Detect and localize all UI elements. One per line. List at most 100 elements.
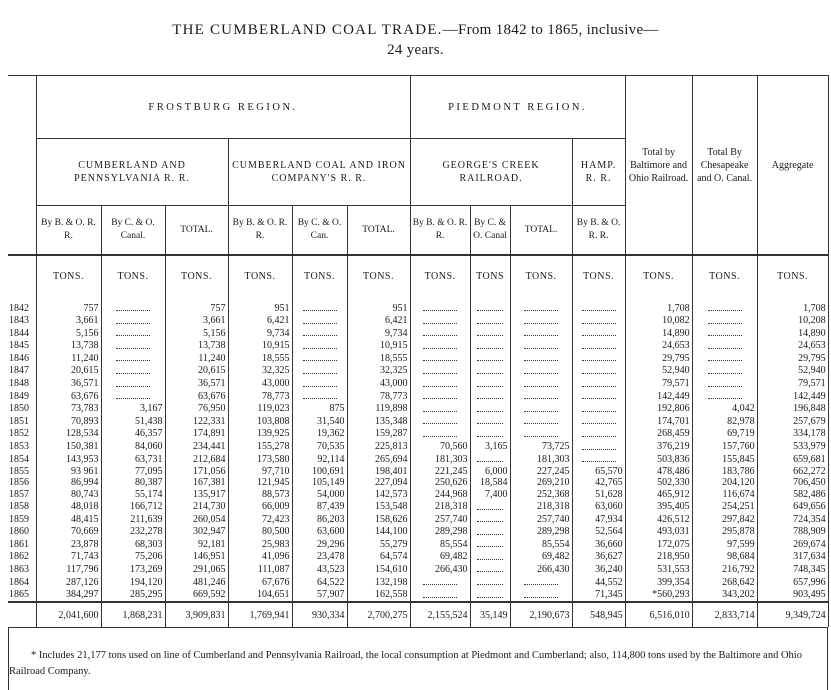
value-cell: 44,552 xyxy=(571,576,626,589)
value-cell: 54,000 xyxy=(291,488,347,501)
dotted-leader xyxy=(477,340,504,349)
value-cell: 232,278 xyxy=(100,525,165,539)
dotted-leader xyxy=(477,501,504,510)
value-cell: 6,000 xyxy=(469,465,511,478)
dotted-leader xyxy=(477,327,504,337)
value-cell xyxy=(691,390,758,403)
value-cell xyxy=(509,327,573,340)
value-cell: 42,765 xyxy=(571,477,626,489)
value-cell: 98,684 xyxy=(691,550,758,564)
value-cell: 116,674 xyxy=(691,488,758,501)
dotted-leader xyxy=(707,315,742,324)
dotted-leader xyxy=(116,315,150,324)
value-cell xyxy=(469,525,511,539)
dotted-leader xyxy=(116,390,150,400)
value-cell: 287,126 xyxy=(35,576,101,589)
spacer-cell xyxy=(291,296,347,302)
value-cell: 295,878 xyxy=(691,525,758,539)
value-cell: 153,548 xyxy=(346,500,411,514)
value-cell xyxy=(409,352,471,365)
value-cell xyxy=(509,588,573,603)
year-cell: 1859 xyxy=(9,513,29,525)
value-cell: 24,653 xyxy=(756,339,829,353)
value-cell: 69,482 xyxy=(409,550,471,564)
value-cell: 669,592 xyxy=(164,588,228,603)
value-cell: 72,423 xyxy=(227,513,292,526)
table-row: 1842 757 757 951 951 1,708 1,708 xyxy=(8,302,829,315)
value-cell xyxy=(469,327,511,340)
value-cell: 63,676 xyxy=(35,390,101,403)
value-cell xyxy=(509,402,573,416)
dotted-leader xyxy=(302,302,337,311)
value-cell: 649,656 xyxy=(756,500,829,514)
value-cell xyxy=(469,352,511,365)
value-cell: 706,450 xyxy=(756,477,829,489)
value-cell xyxy=(409,402,471,416)
value-cell: 77,095 xyxy=(100,465,165,478)
value-cell: 88,573 xyxy=(227,488,292,501)
value-cell: 582,486 xyxy=(756,488,829,501)
dotted-leader xyxy=(707,302,742,311)
dotted-leader xyxy=(302,390,337,400)
dotted-leader xyxy=(477,576,504,586)
value-cell xyxy=(509,415,573,428)
value-cell: 9,734 xyxy=(346,327,411,340)
dotted-leader xyxy=(581,340,616,349)
value-cell: 132,198 xyxy=(346,576,411,589)
value-cell xyxy=(571,390,626,403)
dotted-leader xyxy=(116,302,150,311)
value-cell: 173,580 xyxy=(227,453,292,466)
value-cell xyxy=(509,302,573,315)
value-cell: 268,642 xyxy=(691,576,758,589)
value-cell: 64,574 xyxy=(346,550,411,564)
value-cell xyxy=(691,314,758,328)
value-cell: 174,891 xyxy=(164,427,228,441)
value-cell xyxy=(469,500,511,514)
value-cell: 266,430 xyxy=(509,563,573,577)
year-cell: 1853 xyxy=(9,441,29,453)
frostburg-region-header: FROSTBURG REGION. xyxy=(35,75,411,139)
value-cell xyxy=(691,364,758,378)
table-row: 1845 13,738 13,738 10,915 10,915 24,653 24,653 xyxy=(8,339,829,353)
spacer-cell xyxy=(346,296,411,302)
unit-label: TONS. xyxy=(35,254,101,296)
value-cell: 155,278 xyxy=(227,440,292,454)
table-row: 1849 63,676 63,676 78,773 78,773 142,449 142,4… xyxy=(8,390,829,403)
dotted-leader xyxy=(302,378,337,387)
value-cell: 7,400 xyxy=(469,488,511,501)
value-cell: 748,345 xyxy=(756,563,829,577)
dotted-leader xyxy=(116,340,150,349)
value-cell xyxy=(509,576,573,589)
dotted-leader xyxy=(707,340,742,349)
value-cell: 36,660 xyxy=(571,538,626,551)
dotted-leader xyxy=(116,378,150,387)
dotted-leader xyxy=(524,403,559,412)
value-cell xyxy=(509,364,573,378)
dotted-leader xyxy=(581,378,616,387)
value-cell: 192,806 xyxy=(624,402,693,416)
value-cell xyxy=(469,453,511,466)
table-row: 1857 80,743 55,174 135,917 88,573 54,000 142,5… xyxy=(8,488,829,501)
table-row: 1860 70,669 232,278 302,947 80,500 63,600 144,… xyxy=(8,525,829,539)
value-cell: 36,571 xyxy=(35,377,101,391)
dotted-leader xyxy=(423,589,458,598)
value-cell: 257,740 xyxy=(409,513,471,526)
value-cell: 51,628 xyxy=(571,488,626,501)
value-cell: 122,331 xyxy=(164,415,228,428)
total-cell: 9,349,724 xyxy=(756,601,829,628)
value-cell: 260,054 xyxy=(164,513,228,526)
value-cell: 142,449 xyxy=(756,390,829,403)
value-cell: 269,210 xyxy=(509,477,573,489)
value-cell: 29,795 xyxy=(756,352,829,365)
cumberland-pennsylvania-header: CUMBERLAND AND PENNSYLVANIA R. R. xyxy=(35,138,228,206)
value-cell: 46,357 xyxy=(100,427,165,441)
value-cell: 82,978 xyxy=(691,415,758,428)
value-cell: 43,000 xyxy=(346,377,411,391)
value-cell xyxy=(571,440,626,454)
value-cell: 250,626 xyxy=(409,477,471,489)
dotted-leader xyxy=(423,315,458,324)
value-cell xyxy=(291,364,347,378)
subcolumn-header: TOTAL. xyxy=(509,205,573,255)
value-cell: 117,796 xyxy=(35,563,101,577)
value-cell: 97,710 xyxy=(227,465,292,478)
